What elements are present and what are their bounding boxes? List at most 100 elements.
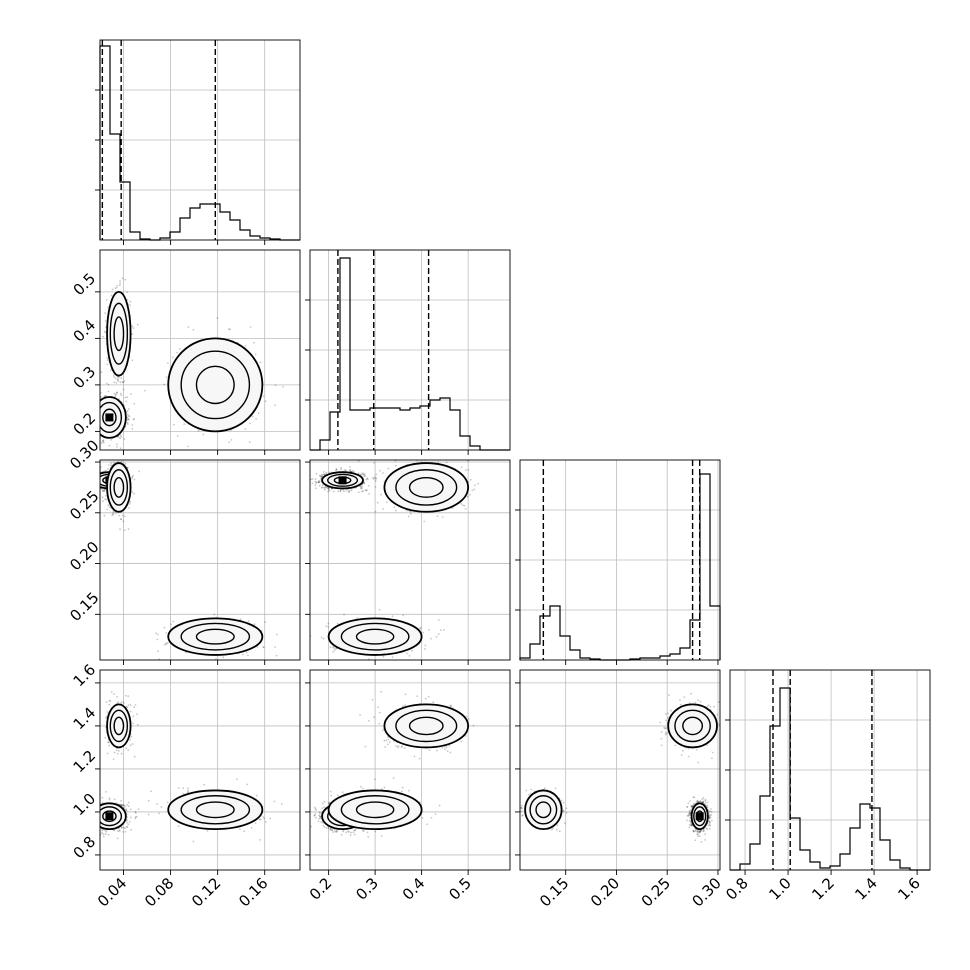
sample-point [343,490,345,493]
sample-point [131,428,134,430]
sample-point [253,341,255,344]
sample-point [98,481,100,483]
sample-point [91,436,93,438]
sample-point [254,353,257,356]
sample-point [244,428,247,430]
sample-point [441,516,444,518]
sample-point [97,412,99,414]
density-fill [168,338,263,432]
sample-point [93,478,95,480]
sample-point [310,478,312,481]
sample-point [82,478,84,480]
sample-point [96,489,98,491]
sample-point [230,439,233,441]
sample-point [247,654,249,657]
sample-point [96,481,98,483]
sample-point [132,418,135,421]
sample-point [89,483,91,485]
sample-point [95,482,97,484]
sample-point [97,424,99,426]
sample-point [93,412,95,414]
sample-point [102,335,104,338]
sample-point [98,411,100,413]
sample-point [183,423,186,425]
sample-point [110,439,113,441]
sample-point [103,395,106,398]
sample-point [119,528,121,531]
sample-point [96,486,98,488]
sample-point [90,403,92,405]
sample-point [92,477,94,479]
sample-point [101,440,104,443]
sample-point [282,385,284,388]
sample-point [133,418,136,420]
panel-1-2 [309,453,511,661]
sample-point [229,328,232,331]
contour-line [106,462,132,513]
sample-point [91,473,93,475]
sample-point [95,482,97,484]
sample-point [101,496,104,499]
sample-point [93,477,95,479]
sample-point [165,632,168,634]
contour-line [113,476,125,498]
sample-point [97,480,99,482]
sample-point [119,437,121,440]
sample-point [96,480,98,482]
sample-point [126,417,129,419]
sample-point [90,482,92,484]
sample-point [105,394,107,397]
sample-point [121,381,124,383]
sample-point [84,486,86,488]
sample-point [91,484,93,486]
contour-line [100,401,123,433]
sample-point [104,320,107,322]
sample-point [97,417,99,419]
sample-point [116,443,118,446]
sample-point [119,447,122,450]
sample-point [96,477,98,479]
sample-point [187,445,189,448]
sample-point [441,457,443,459]
sample-point [93,401,95,403]
sample-point [89,410,91,412]
sample-point [96,410,98,412]
sample-point [116,391,118,394]
sample-point [96,408,98,410]
sample-point [410,513,412,515]
sample-point [98,412,100,414]
sample-point [464,508,467,510]
sample-point [98,472,100,474]
sample-point [92,477,94,479]
sample-point [96,460,98,462]
sample-point [95,408,97,410]
sample-point [214,658,217,660]
sample-point [112,374,115,377]
sample-point [348,490,350,493]
sample-point [364,489,367,491]
sample-point [407,515,410,518]
sample-point [95,435,97,437]
sample-point [97,481,99,483]
density-peak [105,413,114,422]
sample-point [242,653,244,656]
sample-point [131,476,134,478]
sample-point [94,482,96,484]
sample-point [96,486,98,488]
sample-point [96,480,98,482]
sample-point [98,403,100,405]
sample-point [96,477,98,479]
panel-0-1 [89,249,301,462]
sample-point [96,486,98,488]
sample-point [105,382,108,385]
sample-point [249,422,252,425]
sample-point [110,462,112,464]
contour-line [109,302,129,365]
contour-line [100,396,127,439]
sample-point [328,489,331,492]
sample-point [357,460,360,462]
sample-point [453,453,455,455]
sample-point [460,466,463,469]
sample-point [122,520,125,523]
sample-point [128,418,131,421]
